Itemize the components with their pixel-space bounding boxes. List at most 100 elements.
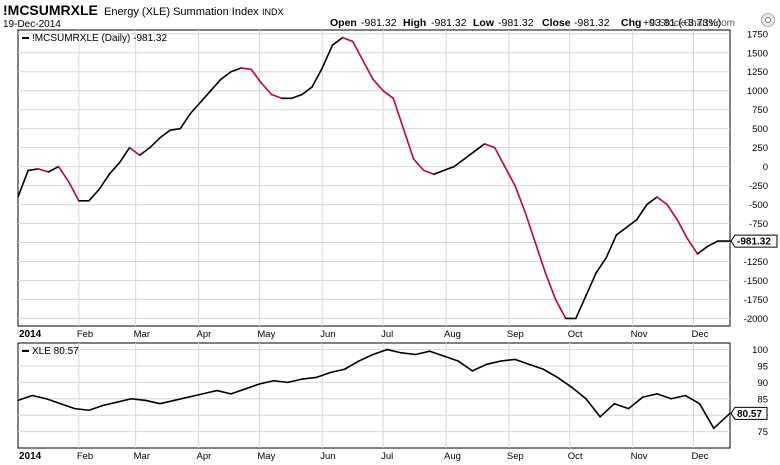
series-segment bbox=[357, 353, 374, 362]
series-segment bbox=[187, 393, 204, 398]
series-segment bbox=[311, 67, 324, 88]
series-segment bbox=[169, 127, 182, 131]
date-label: 19-Dec-2014 bbox=[3, 19, 61, 30]
y-tick-label: -1500 bbox=[744, 276, 768, 287]
series-segment bbox=[428, 350, 445, 357]
x-tick-label: Feb bbox=[77, 329, 93, 340]
series-segment bbox=[625, 218, 638, 229]
series-segment bbox=[372, 78, 384, 92]
series-segment bbox=[362, 59, 374, 81]
series-segment bbox=[524, 211, 537, 244]
y-tick-label: 0 bbox=[763, 162, 768, 173]
series-segment bbox=[392, 97, 405, 130]
legend-label: !MCSUMRXLE (Daily) -981.32 bbox=[32, 33, 167, 44]
series-segment bbox=[27, 168, 40, 172]
x-tick-label: May bbox=[257, 451, 275, 462]
series-segment bbox=[382, 89, 395, 100]
series-segment bbox=[159, 129, 171, 139]
y-tick-label: -2000 bbox=[744, 314, 768, 325]
series-segment bbox=[556, 376, 573, 389]
series-segment bbox=[173, 396, 190, 402]
series-segment bbox=[493, 146, 506, 168]
close-value: -981.32 bbox=[574, 17, 610, 29]
x-tick-label: Jul bbox=[381, 451, 393, 462]
y-tick-label: 85 bbox=[757, 394, 768, 405]
x-tick-label: Feb bbox=[77, 451, 93, 462]
series-segment bbox=[443, 355, 459, 362]
series-segment bbox=[220, 70, 232, 81]
low-value: -981.32 bbox=[498, 17, 534, 29]
series-segment bbox=[67, 180, 80, 202]
x-tick-label: Dec bbox=[691, 451, 708, 462]
series-segment bbox=[670, 394, 687, 400]
series-segment bbox=[528, 363, 545, 371]
series-segment bbox=[230, 67, 242, 73]
series-segment bbox=[116, 397, 133, 403]
series-segment bbox=[615, 226, 628, 236]
close-label: Close bbox=[542, 17, 571, 29]
series-segment bbox=[706, 240, 719, 248]
x-tick-label: Sep bbox=[507, 451, 524, 462]
series-segment bbox=[433, 169, 445, 176]
series-segment bbox=[17, 169, 29, 198]
series-segment bbox=[130, 397, 147, 402]
series-segment bbox=[402, 127, 415, 160]
series-segment bbox=[258, 379, 275, 385]
y-tick-label: -500 bbox=[749, 200, 768, 211]
series-segment bbox=[244, 383, 261, 390]
series-segment bbox=[343, 360, 360, 371]
x-tick-label: Jun bbox=[320, 451, 335, 462]
series-segment bbox=[686, 237, 699, 255]
series-segment bbox=[514, 184, 526, 213]
series-segment bbox=[627, 396, 644, 410]
series-segment bbox=[240, 67, 253, 71]
symbol-name: Energy (XLE) Summation Index bbox=[104, 6, 259, 18]
series-segment bbox=[301, 86, 313, 96]
series-segment bbox=[199, 89, 212, 103]
series-segment bbox=[98, 173, 111, 191]
series-segment bbox=[473, 143, 486, 153]
series-segment bbox=[88, 188, 100, 202]
series-segment bbox=[575, 294, 587, 320]
copyright-label: © StockCharts.com bbox=[649, 18, 735, 29]
series-segment bbox=[595, 256, 608, 274]
series-segment bbox=[260, 82, 273, 96]
series-segment bbox=[272, 379, 289, 384]
series-segment bbox=[499, 358, 516, 362]
x-tick-label: May bbox=[257, 329, 275, 340]
series-segment bbox=[646, 196, 658, 206]
series-segment bbox=[59, 402, 76, 410]
y-tick-label: 100 bbox=[752, 345, 768, 356]
chg-value: +93.81 (+8.73%) bbox=[643, 17, 721, 29]
xle-panel: 10095908580752014FebMarAprMayJunJulAugSe… bbox=[17, 342, 768, 462]
x-tick-label: Dec bbox=[691, 329, 708, 340]
series-segment bbox=[270, 93, 283, 100]
x-tick-label: Apr bbox=[197, 329, 212, 340]
plot-frame bbox=[17, 29, 731, 327]
gear-icon[interactable] bbox=[761, 13, 775, 27]
y-tick-label: -1250 bbox=[744, 257, 768, 268]
series-segment bbox=[108, 162, 121, 176]
ohlc-readout: Open -981.32 High -981.32 Low -981.32 Cl… bbox=[330, 17, 721, 29]
x-tick-label: Jul bbox=[381, 329, 393, 340]
series-segment bbox=[45, 397, 62, 405]
series-segment bbox=[128, 146, 141, 157]
y-tick-label: 1500 bbox=[747, 48, 768, 59]
series-segment bbox=[144, 399, 161, 405]
x-tick-label: 2014 bbox=[19, 451, 42, 462]
y-tick-label: 95 bbox=[757, 361, 768, 372]
series-segment bbox=[585, 397, 601, 418]
series-segment bbox=[585, 272, 597, 297]
series-segment bbox=[341, 36, 354, 43]
x-tick-label: Sep bbox=[507, 329, 524, 340]
series-segment bbox=[149, 136, 161, 149]
series-segment bbox=[215, 389, 232, 395]
series-segment bbox=[635, 203, 648, 221]
series-segment bbox=[414, 350, 431, 356]
high-value: -981.32 bbox=[431, 17, 467, 29]
series-segment bbox=[712, 412, 731, 430]
open-value: -981.32 bbox=[361, 17, 397, 29]
y-tick-label: 500 bbox=[752, 124, 768, 135]
series-segment bbox=[443, 165, 455, 172]
